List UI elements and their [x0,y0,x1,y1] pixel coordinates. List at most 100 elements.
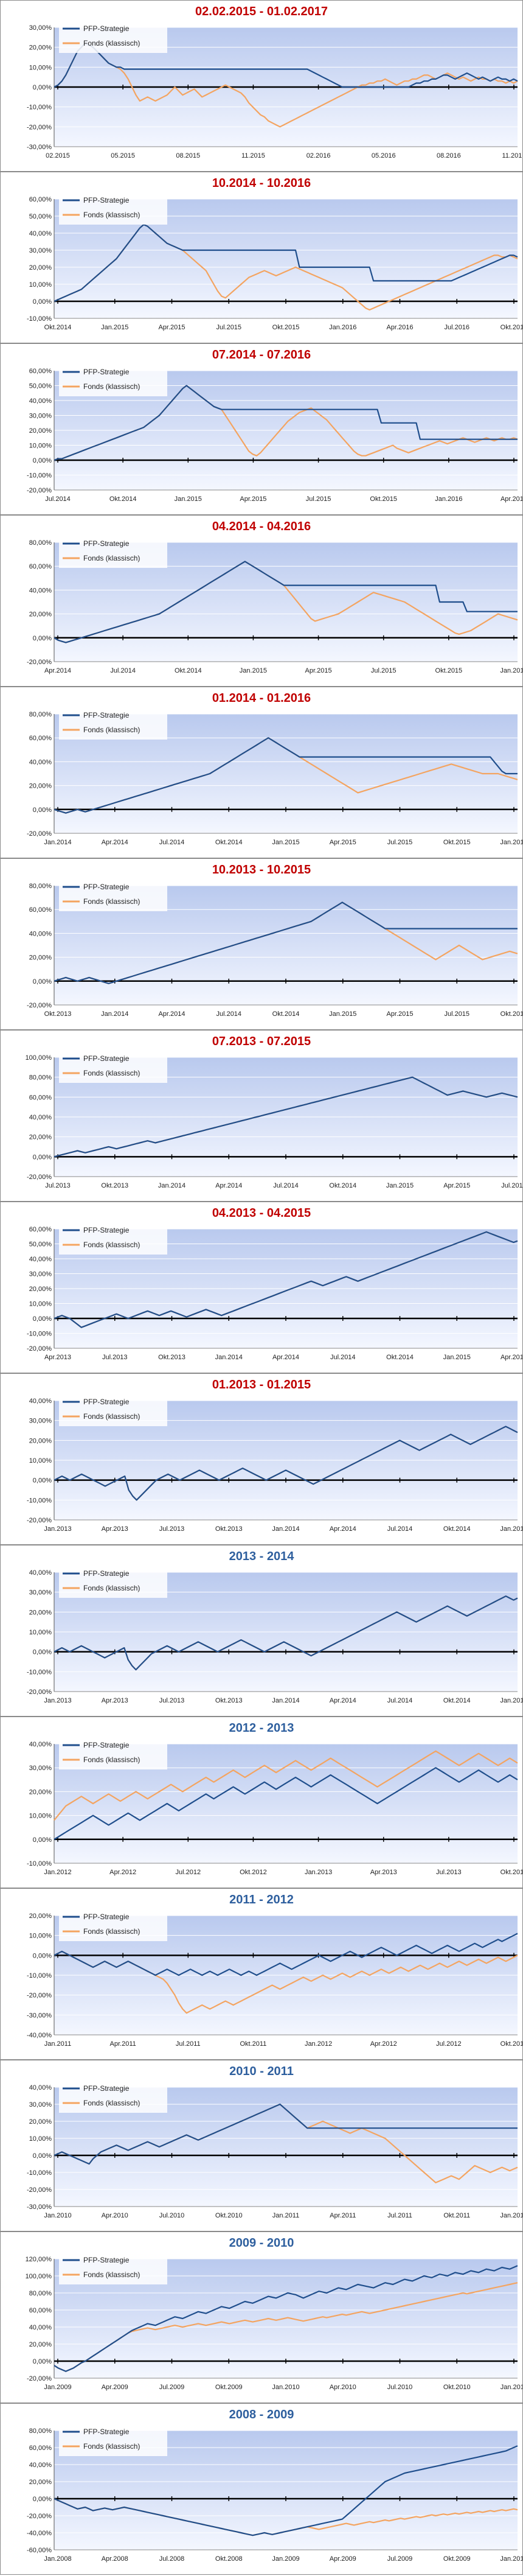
y-tick-label: 80,00% [29,711,52,718]
chart-title: 2010 - 2011 [229,2065,294,2078]
legend-box [59,2253,167,2284]
x-tick-label: Apr.2015 [158,324,185,331]
y-tick-label: 20,00% [29,44,52,52]
x-tick-label: Jan.2012 [44,1869,71,1876]
x-tick-label: Jan.2011 [272,2212,299,2219]
chart-title: 2012 - 2013 [229,1721,294,1735]
x-tick-label: Jan.2013 [44,1525,71,1533]
chart-panel: 02.02.2015 - 01.02.2017 30,00% 20,00% 10,00… [0,0,523,172]
legend-box [59,1566,167,1598]
x-tick-label: Jan.2009 [44,2384,71,2391]
y-tick-label: -20,00% [27,830,52,838]
x-tick-label: Okt.2014 [386,1354,414,1361]
x-tick-label: Jan.2011 [44,2040,71,2048]
x-tick-label: 05.2015 [111,152,135,159]
x-tick-label: Okt.2013 [158,1354,185,1361]
x-tick-label: Jan.2010 [500,2555,522,2563]
x-tick-label: Jan.2015 [240,667,267,674]
x-tick-label: Jan.2012 [500,2212,522,2219]
legend: PFP-Strategie Fonds (klassisch) [59,365,167,396]
x-tick-label: Jul.2015 [387,839,413,846]
x-tick-label: 02.2015 [46,152,70,159]
y-tick-label: 10,00% [29,1629,52,1636]
y-tick-label: 60,00% [29,2307,52,2314]
y-tick-label: 0,00% [33,1477,52,1485]
x-tick-label: Okt.2014 [329,1182,356,1189]
x-tick-label: Jul.2013 [102,1354,128,1361]
legend-box [59,2081,167,2113]
x-tick-label: Jul.2014 [387,1697,413,1704]
x-tick-label: Okt.2012 [500,2040,522,2048]
y-tick-label: 60,00% [29,1226,52,1233]
x-tick-label: Apr.2015 [330,839,356,846]
y-tick-label: -10,00% [27,315,52,323]
legend-box [59,21,167,53]
legend: PFP-Strategie Fonds (klassisch) [59,1566,167,1598]
x-tick-label: Okt.2013 [215,1697,243,1704]
legend-label: PFP-Strategie [83,883,130,891]
x-tick-label: Jul.2013 [159,1525,185,1533]
legend-label: Fonds (klassisch) [83,1412,140,1421]
x-tick-label: Okt.2015 [500,1010,522,1018]
series-line-pfp-strategie [54,2265,518,2372]
y-tick-label: 20,00% [29,1286,52,1293]
y-tick-label: 0,00% [33,2358,52,2365]
y-tick-label: -10,00% [27,1860,52,1867]
x-tick-label: Okt.2015 [443,839,471,846]
x-tick-label: Apr.2013 [102,1697,128,1704]
y-tick-label: -20,00% [27,2186,52,2194]
line-chart: 2012 - 2013 40,00% 30,00% 20,00% 10,00% 0,00%… [27,1721,522,1876]
x-tick-label: Okt.2014 [272,1010,300,1018]
x-tick-label: Okt.2015 [272,324,300,331]
legend-label: PFP-Strategie [83,2084,130,2093]
y-tick-label: -20,00% [27,124,52,131]
chart-panel: 2008 - 2009 80,00% 60,00% 40,00% 20,00% 0,00%… [0,2403,523,2575]
x-tick-label: Apr.2016 [500,495,522,503]
y-tick-label: 20,00% [29,783,52,790]
x-tick-label: Apr.2010 [330,2384,356,2391]
x-tick-label: Apr.2014 [330,1697,356,1704]
y-tick-label: 30,00% [29,24,52,32]
y-tick-label: 60,00% [29,906,52,914]
x-tick-label: Jul.2014 [110,667,136,674]
y-tick-label: 50,00% [29,213,52,220]
x-tick-label: Jan.2015 [101,324,128,331]
x-tick-label: Jan.2015 [175,495,202,503]
x-tick-label: Apr.2008 [102,2555,128,2563]
y-tick-label: 120,00% [26,2256,52,2263]
x-tick-label: Jan.2014 [215,1354,243,1361]
y-tick-label: 10,00% [29,1813,52,1820]
y-tick-label: 10,00% [29,1301,52,1308]
legend-label: Fonds (klassisch) [83,382,140,391]
legend: PFP-Strategie Fonds (klassisch) [59,2081,167,2113]
y-tick-label: 10,00% [29,64,52,71]
chart-panel: 07.2014 - 07.2016 60,00% 50,00% 40,00% 30,00… [0,343,523,515]
line-chart: 07.2014 - 07.2016 60,00% 50,00% 40,00% 30,00… [27,348,522,503]
y-tick-label: 10,00% [29,2135,52,2143]
x-tick-label: Okt.2011 [443,2212,470,2219]
legend-box [59,193,167,225]
x-tick-label: Apr.2011 [110,2040,136,2048]
series-line-pfp-strategie [54,1933,518,1976]
line-chart: 04.2014 - 04.2016 80,00% 60,00% 40,00% 20,00… [27,520,522,674]
y-tick-label: 60,00% [29,563,52,570]
y-tick-label: -10,00% [27,1331,52,1338]
series-line-pfp-strategie [54,737,518,814]
x-tick-label: Okt.2012 [240,1869,267,1876]
y-tick-label: -20,00% [27,1002,52,1009]
x-tick-label: Jan.2016 [329,324,356,331]
x-tick-label: Okt.2009 [443,2555,471,2563]
legend-label: Fonds (klassisch) [83,1927,140,1936]
x-tick-label: Jul.2015 [306,495,331,503]
x-tick-label: Apr.2009 [330,2555,356,2563]
x-tick-label: Apr.2015 [443,1182,470,1189]
legend-label: PFP-Strategie [83,1741,130,1749]
line-chart: 2011 - 2012 20,00% 10,00% 0,00% -10,00% -20,0… [27,1893,522,2048]
x-tick-label: Okt.2009 [215,2384,243,2391]
x-tick-label: Jul.2014 [330,1354,356,1361]
x-tick-label: 05.2016 [372,152,396,159]
y-tick-label: 20,00% [29,427,52,435]
x-tick-label: Apr.2016 [386,324,413,331]
legend-label: PFP-Strategie [83,2256,130,2264]
x-tick-label: Jul.2015 [501,1182,522,1189]
